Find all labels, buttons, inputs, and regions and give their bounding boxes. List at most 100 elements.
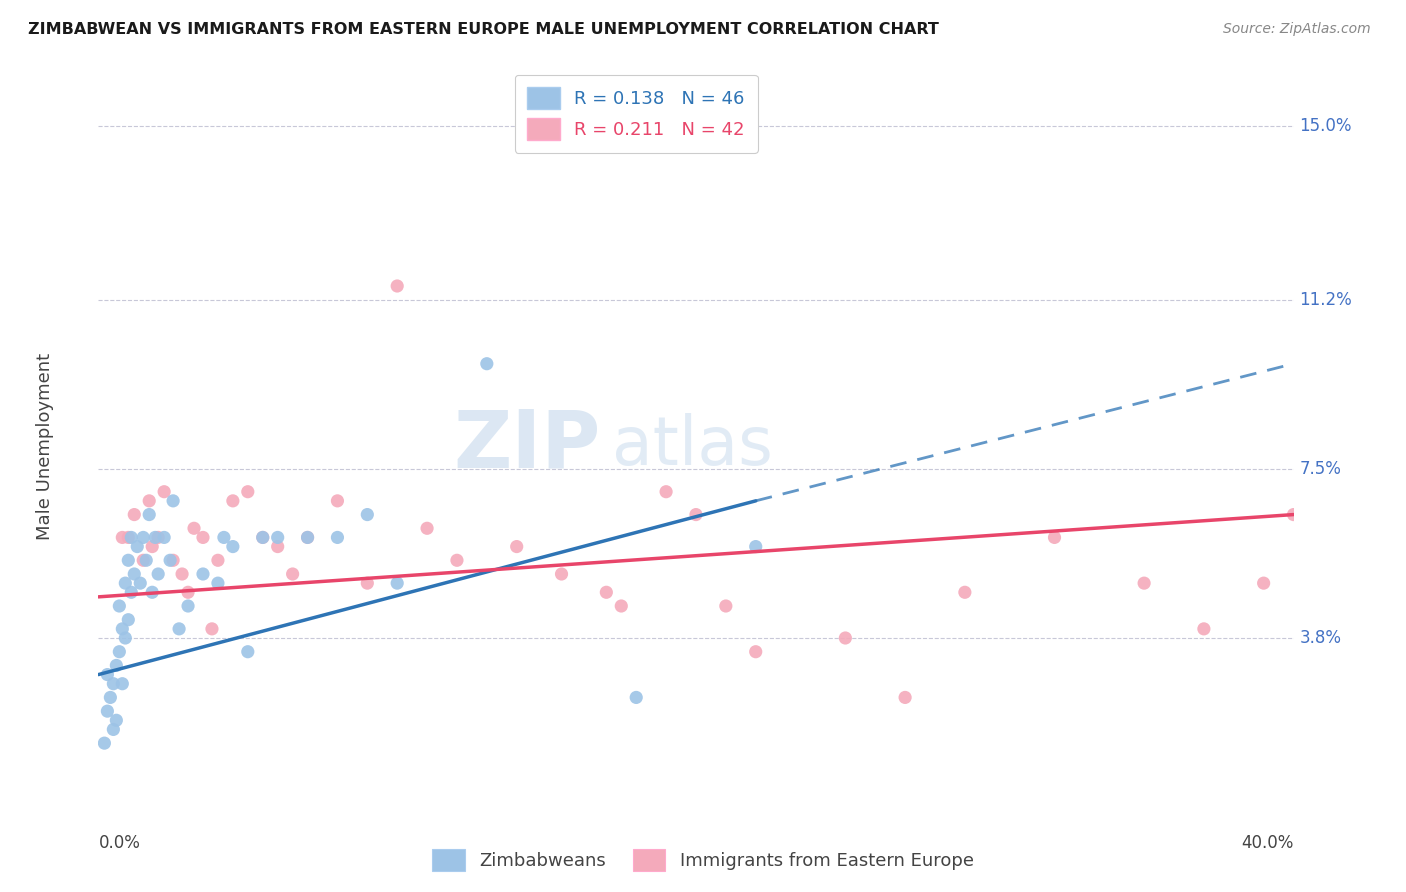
Point bbox=[162, 493, 184, 508]
Point bbox=[114, 631, 136, 645]
Point bbox=[96, 667, 118, 681]
Legend: Zimbabweans, Immigrants from Eastern Europe: Zimbabweans, Immigrants from Eastern Eur… bbox=[425, 842, 981, 879]
Point bbox=[111, 676, 134, 690]
Point bbox=[207, 576, 229, 591]
Point bbox=[103, 723, 125, 737]
Point bbox=[745, 645, 768, 659]
Point bbox=[153, 530, 176, 544]
Point bbox=[153, 484, 176, 499]
Text: atlas: atlas bbox=[612, 413, 773, 479]
Point bbox=[103, 676, 125, 690]
Point bbox=[212, 530, 235, 544]
Point bbox=[135, 553, 157, 567]
Text: 3.8%: 3.8% bbox=[1299, 629, 1341, 647]
Point bbox=[117, 530, 139, 544]
Point bbox=[714, 599, 737, 613]
Point bbox=[834, 631, 856, 645]
Point bbox=[191, 567, 214, 582]
Point bbox=[595, 585, 617, 599]
Point bbox=[111, 530, 134, 544]
Point bbox=[894, 690, 917, 705]
Point bbox=[177, 585, 200, 599]
Point bbox=[183, 521, 205, 535]
Point bbox=[148, 530, 170, 544]
Point bbox=[385, 576, 409, 591]
Point bbox=[1133, 576, 1156, 591]
Text: Male Unemployment: Male Unemployment bbox=[35, 352, 53, 540]
Point bbox=[162, 553, 184, 567]
Point bbox=[172, 567, 194, 582]
Point bbox=[143, 530, 166, 544]
Point bbox=[120, 530, 142, 544]
Point bbox=[326, 530, 349, 544]
Point bbox=[120, 585, 142, 599]
Text: ZIMBABWEAN VS IMMIGRANTS FROM EASTERN EUROPE MALE UNEMPLOYMENT CORRELATION CHART: ZIMBABWEAN VS IMMIGRANTS FROM EASTERN EU… bbox=[28, 22, 939, 37]
Point bbox=[506, 540, 529, 554]
Point bbox=[117, 553, 139, 567]
Point bbox=[475, 357, 498, 371]
Point bbox=[177, 599, 200, 613]
Point bbox=[207, 553, 229, 567]
Point bbox=[236, 645, 259, 659]
Point bbox=[953, 585, 976, 599]
Point bbox=[297, 530, 319, 544]
Point bbox=[267, 540, 290, 554]
Point bbox=[356, 576, 378, 591]
Point bbox=[93, 736, 115, 750]
Point bbox=[252, 530, 274, 544]
Point bbox=[159, 553, 181, 567]
Point bbox=[1253, 576, 1275, 591]
Point bbox=[685, 508, 707, 522]
Point bbox=[416, 521, 439, 535]
Point bbox=[550, 567, 572, 582]
Point bbox=[105, 714, 128, 728]
Point bbox=[236, 484, 259, 499]
Point bbox=[624, 690, 647, 705]
Point bbox=[1192, 622, 1215, 636]
Point bbox=[191, 530, 214, 544]
Text: 11.2%: 11.2% bbox=[1299, 291, 1353, 309]
Point bbox=[281, 567, 304, 582]
Text: Source: ZipAtlas.com: Source: ZipAtlas.com bbox=[1223, 22, 1371, 37]
Point bbox=[222, 493, 245, 508]
Point bbox=[108, 645, 131, 659]
Point bbox=[141, 540, 163, 554]
Point bbox=[167, 622, 190, 636]
Point bbox=[132, 553, 155, 567]
Point bbox=[446, 553, 468, 567]
Point bbox=[201, 622, 224, 636]
Point bbox=[129, 576, 152, 591]
Text: 40.0%: 40.0% bbox=[1241, 834, 1294, 852]
Point bbox=[222, 540, 245, 554]
Point bbox=[267, 530, 290, 544]
Point bbox=[297, 530, 319, 544]
Point bbox=[132, 530, 155, 544]
Point bbox=[111, 622, 134, 636]
Point bbox=[610, 599, 633, 613]
Text: 15.0%: 15.0% bbox=[1299, 117, 1353, 135]
Point bbox=[117, 613, 139, 627]
Point bbox=[385, 279, 409, 293]
Text: 0.0%: 0.0% bbox=[98, 834, 141, 852]
Point bbox=[124, 508, 146, 522]
Point bbox=[124, 567, 146, 582]
Point bbox=[356, 508, 378, 522]
Point bbox=[105, 658, 128, 673]
Point bbox=[326, 493, 349, 508]
Text: 7.5%: 7.5% bbox=[1299, 460, 1341, 478]
Point bbox=[96, 704, 118, 718]
Point bbox=[1282, 508, 1305, 522]
Point bbox=[1043, 530, 1066, 544]
Point bbox=[252, 530, 274, 544]
Point bbox=[114, 576, 136, 591]
Point bbox=[108, 599, 131, 613]
Point bbox=[655, 484, 678, 499]
Point bbox=[98, 690, 122, 705]
Point bbox=[141, 585, 163, 599]
Point bbox=[745, 540, 768, 554]
Text: ZIP: ZIP bbox=[453, 407, 600, 485]
Legend: R = 0.138   N = 46, R = 0.211   N = 42: R = 0.138 N = 46, R = 0.211 N = 42 bbox=[515, 75, 758, 153]
Point bbox=[138, 508, 160, 522]
Point bbox=[148, 567, 170, 582]
Point bbox=[127, 540, 149, 554]
